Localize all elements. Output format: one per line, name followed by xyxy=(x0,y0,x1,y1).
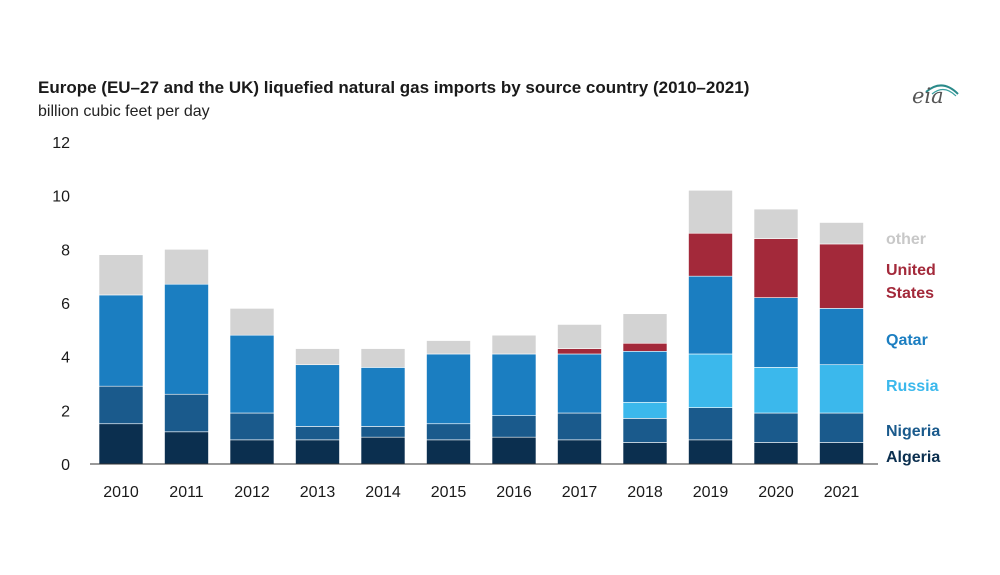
y-tick-label: 12 xyxy=(52,135,70,152)
bar-segment-qatar xyxy=(229,334,275,414)
bar-segment-qatar xyxy=(557,353,602,414)
x-tick-label: 2017 xyxy=(562,484,598,501)
bar-segment-other xyxy=(164,249,209,285)
x-tick-label: 2015 xyxy=(431,484,467,501)
bar-segment-qatar xyxy=(688,275,733,355)
x-tick-label: 2011 xyxy=(169,484,204,501)
bar-segment-russia xyxy=(622,401,668,419)
x-tick-label: 2010 xyxy=(103,484,139,501)
bars xyxy=(98,190,864,465)
series-label-united-states: States xyxy=(886,285,934,302)
x-tick-label: 2018 xyxy=(627,484,663,501)
series-label-nigeria: Nigeria xyxy=(886,423,940,440)
bar-segment-united-states xyxy=(819,243,864,309)
bar-segment-united-states xyxy=(688,232,733,277)
bar-segment-algeria xyxy=(164,431,209,465)
bar-segment-other xyxy=(295,348,340,366)
series-labels: Algeria Nigeria Russia Qatar United States oth… xyxy=(886,231,940,466)
bar-segment-other xyxy=(426,340,471,355)
bar-segment-united-states xyxy=(557,348,602,355)
bar-segment-other xyxy=(622,313,668,344)
bar-segment-qatar xyxy=(98,294,144,387)
x-tick-label: 2014 xyxy=(365,484,401,501)
bar-segment-nigeria xyxy=(295,426,340,441)
eia-logo: eia xyxy=(912,80,960,114)
bar-segment-nigeria xyxy=(819,412,864,443)
bar-segment-other xyxy=(360,348,406,368)
x-tick-label: 2020 xyxy=(758,484,794,501)
bar-segment-nigeria xyxy=(229,412,275,441)
bar-segment-qatar xyxy=(426,353,471,425)
bar-segment-algeria xyxy=(622,442,668,465)
bar-segment-algeria xyxy=(360,436,406,465)
eia-logo-arc xyxy=(925,84,959,97)
bar-segment-other xyxy=(688,190,733,234)
y-tick-label: 6 xyxy=(61,296,70,313)
y-axis: 0 2 4 6 8 10 12 xyxy=(52,135,70,474)
bar-segment-algeria xyxy=(819,442,864,465)
bar-segment-qatar xyxy=(491,353,537,417)
series-label-united-states: United xyxy=(886,262,936,279)
x-tick-label: 2019 xyxy=(693,484,729,501)
bar-segment-united-states xyxy=(753,238,799,298)
x-tick-label: 2021 xyxy=(824,484,860,501)
chart-title: Europe (EU–27 and the UK) liquefied natu… xyxy=(38,78,750,97)
bar-segment-other xyxy=(557,324,602,349)
bar-segment-nigeria xyxy=(360,426,406,438)
bar-segment-nigeria xyxy=(753,412,799,443)
bar-segment-other xyxy=(753,208,799,239)
x-tick-label: 2012 xyxy=(234,484,270,501)
y-tick-label: 4 xyxy=(61,350,70,367)
x-tick-label: 2013 xyxy=(300,484,336,501)
bar-segment-russia xyxy=(819,364,864,414)
bar-segment-nigeria xyxy=(426,423,471,441)
bar-segment-nigeria xyxy=(491,415,537,438)
bar-segment-other xyxy=(491,334,537,355)
bar-segment-united-states xyxy=(622,342,668,352)
bar-segment-nigeria xyxy=(622,418,668,443)
eia-logo-text: eia xyxy=(912,84,944,108)
bar-segment-other xyxy=(229,308,275,336)
bar-segment-algeria xyxy=(753,442,799,465)
bar-segment-qatar xyxy=(819,308,864,366)
bar-segment-nigeria xyxy=(557,412,602,441)
bar-segment-algeria xyxy=(491,436,537,465)
bar-segment-nigeria xyxy=(688,407,733,441)
bar-segment-algeria xyxy=(688,439,733,465)
bar-segment-nigeria xyxy=(98,385,144,425)
bar-segment-algeria xyxy=(295,439,340,465)
y-tick-label: 10 xyxy=(52,189,70,206)
series-label-algeria: Algeria xyxy=(886,449,940,466)
y-tick-label: 8 xyxy=(61,242,70,259)
bar-segment-other xyxy=(819,222,864,245)
bar-segment-russia xyxy=(753,367,799,414)
series-label-russia: Russia xyxy=(886,378,939,395)
bar-segment-algeria xyxy=(426,439,471,465)
y-tick-label: 0 xyxy=(61,457,70,474)
bar-segment-qatar xyxy=(360,367,406,427)
x-tick-label: 2016 xyxy=(496,484,532,501)
bar-segment-qatar xyxy=(295,364,340,427)
y-tick-label: 2 xyxy=(61,403,70,420)
bar-segment-algeria xyxy=(557,439,602,465)
bar-segment-other xyxy=(98,254,144,296)
series-label-qatar: Qatar xyxy=(886,332,928,349)
bar-segment-algeria xyxy=(229,439,275,465)
bar-segment-qatar xyxy=(622,350,668,403)
series-label-other: other xyxy=(886,231,926,248)
bar-segment-nigeria xyxy=(164,393,209,433)
chart-subtitle: billion cubic feet per day xyxy=(38,103,210,120)
bar-segment-qatar xyxy=(164,283,209,395)
bar-segment-russia xyxy=(688,353,733,408)
bar-segment-algeria xyxy=(98,423,144,465)
bar-segment-qatar xyxy=(753,297,799,368)
x-axis: 2010 2011 2012 2013 2014 2015 2016 2017 2018 2019… xyxy=(90,463,878,501)
